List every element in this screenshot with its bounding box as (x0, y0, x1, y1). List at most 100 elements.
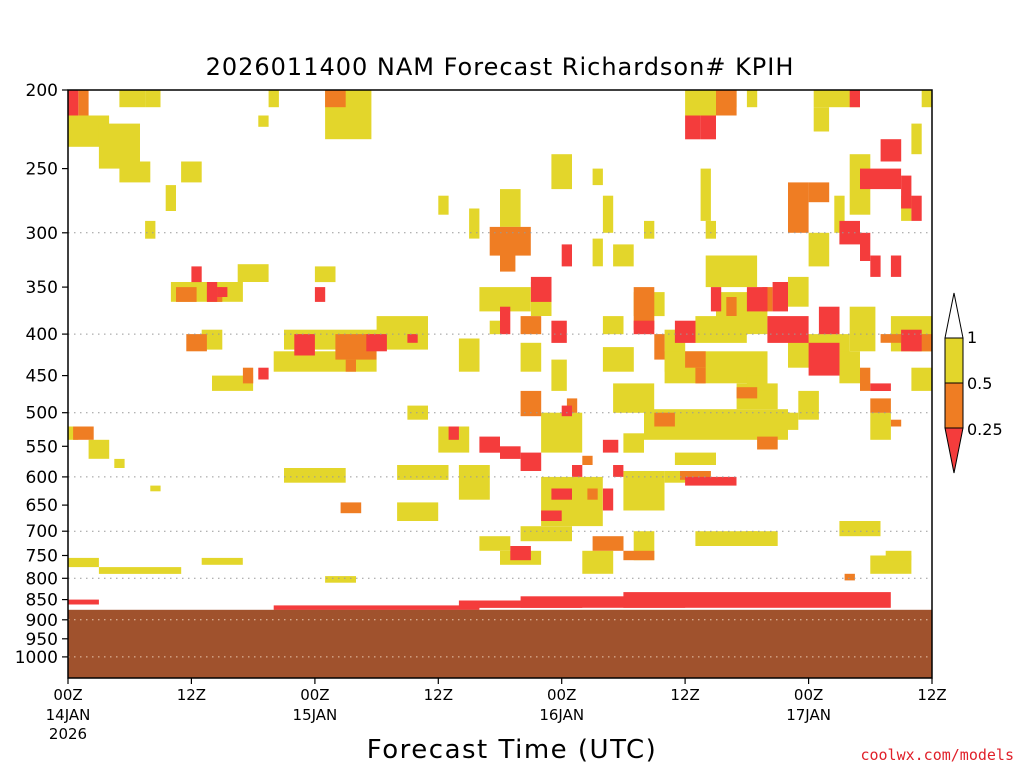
cell-o-30 (870, 398, 891, 413)
cell-r-14 (551, 320, 567, 343)
cell-y-7 (145, 220, 156, 239)
cell-o-7 (345, 359, 356, 372)
y-tick-label-200: 200 (26, 81, 58, 101)
cell-r_bands-3 (273, 605, 480, 610)
legend-bottom-triangle (944, 427, 964, 474)
credit-text: coolwx.com/models (860, 746, 1014, 764)
x-tick-label-24: 00Z (300, 686, 329, 704)
cell-r_bands-1 (520, 596, 686, 608)
cell-y-21 (114, 458, 125, 468)
cell-r-18 (551, 488, 572, 500)
cell-r-39 (901, 175, 912, 209)
y-tick-label-750: 750 (26, 547, 58, 567)
cell-y-75 (834, 195, 845, 233)
cell-y-72 (777, 412, 799, 430)
y-tick-label-400: 400 (26, 325, 58, 345)
y-tick-label-600: 600 (26, 468, 58, 488)
cell-y-58 (705, 220, 716, 239)
cell-r-35 (808, 342, 840, 376)
cell-r-9 (448, 426, 459, 440)
cell-r-15 (500, 306, 511, 335)
cell-r-40 (911, 195, 922, 221)
cell-r-32 (767, 316, 788, 343)
cell-o-28 (808, 182, 830, 203)
x-tick-label-36: 12Z (424, 686, 453, 704)
cell-y-49 (613, 383, 655, 413)
cell-o-23 (716, 90, 737, 116)
cell-y-56 (685, 90, 716, 116)
cell-y-79 (870, 412, 891, 440)
cell-r-4 (258, 367, 269, 380)
y-tick-label-500: 500 (26, 404, 58, 424)
cell-y-32 (500, 189, 521, 227)
cell-y-62 (705, 255, 758, 288)
cell-o-5 (242, 367, 254, 384)
y-tick-label-700: 700 (26, 522, 58, 542)
cell-y-12 (237, 264, 269, 282)
cell-y-40 (520, 526, 572, 542)
cell-y-57 (700, 168, 711, 221)
cell-y-69 (746, 375, 768, 391)
cell-y-31 (438, 195, 449, 215)
cell-y-45 (613, 244, 634, 267)
cell-y-16 (212, 375, 254, 391)
cell-y-86 (813, 90, 860, 108)
cell-y-35 (520, 342, 542, 372)
cell-o-0 (78, 90, 89, 116)
cell-y-74 (808, 232, 830, 267)
cell-o-24 (726, 297, 737, 316)
cell-o-2 (176, 287, 197, 302)
cell-r-27 (685, 115, 701, 140)
chart-title: 2026011400 NAM Forecast Richardson# KPIH (206, 53, 795, 81)
cell-o-25 (736, 387, 758, 399)
cell-r-28 (700, 115, 716, 140)
cell-y-18 (376, 316, 428, 335)
cell-y-25 (397, 502, 439, 521)
grid-layer (68, 232, 932, 658)
cell-o-8 (73, 426, 94, 440)
cell-o-9 (340, 502, 362, 514)
x-tick-label-84: 12Z (917, 686, 946, 704)
y-tick-label-950: 950 (26, 630, 58, 650)
cell-r-37 (860, 232, 871, 261)
cell-y-96 (885, 550, 912, 561)
cell-o-15 (587, 488, 598, 500)
cell-y-23 (150, 485, 161, 492)
cells-layer (68, 90, 932, 610)
cell-y-41 (582, 550, 614, 574)
cell-y-29 (458, 338, 480, 372)
cell-r-3 (217, 287, 228, 297)
cell-r-44 (870, 383, 891, 391)
legend-bin-orange (944, 382, 964, 429)
cell-r-11 (500, 446, 521, 459)
terrain-fill (68, 609, 932, 678)
cell-y-37 (551, 359, 567, 391)
cell-y-68 (746, 90, 758, 108)
x-tick-date-24: 15JAN (293, 706, 338, 724)
cell-y-1 (98, 123, 140, 169)
y-tick-label-1000: 1000 (15, 648, 58, 668)
y-tick-label-300: 300 (26, 224, 58, 244)
cell-r-23 (602, 439, 619, 453)
cell-o-29 (860, 367, 871, 391)
cell-y-9 (258, 115, 269, 127)
x-tick-date-48: 16JAN (539, 706, 584, 724)
cell-y-26 (407, 405, 428, 420)
cell-o-16 (582, 455, 593, 465)
cell-o-32 (880, 334, 902, 343)
cell-r-8 (407, 334, 418, 343)
cell-r-29 (710, 287, 722, 312)
cell-o-14 (566, 398, 578, 413)
cell-y-20 (88, 439, 110, 459)
x-tick-date-0: 14JAN (46, 706, 91, 724)
cell-y-95 (695, 531, 778, 546)
cell-y-47 (602, 316, 624, 335)
y-tick-label-450: 450 (26, 367, 58, 387)
cell-o-27 (788, 182, 809, 233)
plot-area (67, 89, 933, 679)
cell-o-4 (186, 334, 207, 352)
cell-r-41 (870, 255, 881, 277)
y-axis: 200 250 300 350 400 450 500 550 600 650 700 7508008… (15, 81, 68, 668)
cell-r-6 (314, 287, 326, 302)
